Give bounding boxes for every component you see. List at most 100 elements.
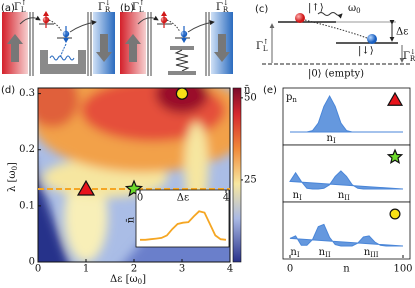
detuning-label: Δε: [396, 27, 408, 38]
subplot-frame: [282, 87, 411, 146]
gamma-r-label-base: Γ: [98, 2, 105, 13]
inset-x-tick-label: 0: [137, 193, 143, 204]
gamma-l-label-sup: ↑: [263, 38, 269, 46]
subplot-frame: [282, 201, 411, 260]
y-tick-label: 0: [29, 257, 35, 268]
x-tick-label: 4: [227, 264, 233, 275]
transition: [304, 19, 368, 39]
x-tick-label: 0: [287, 264, 293, 275]
up-ball: [295, 13, 305, 23]
panel-label: (c): [255, 4, 268, 15]
peak-label: nI: [293, 190, 302, 203]
x-tick-label: 100: [393, 264, 412, 275]
leads-schematic: [120, 11, 233, 76]
peak-label-base: n: [319, 247, 326, 258]
peak-label-sub: II: [325, 251, 331, 259]
y-axis-label-sub: n: [292, 96, 297, 104]
inset-y-label: n̄: [126, 216, 137, 223]
panel-a: [2, 11, 115, 76]
colorbar-tick-label: 50: [244, 92, 257, 103]
y-axis-label-end: ]: [7, 162, 18, 166]
distribution: [289, 170, 404, 190]
gamma-r-label: Γ↓ R: [403, 48, 415, 63]
y-tick-label: 0.3: [19, 88, 35, 99]
piston: [170, 46, 194, 50]
gamma-l-label-base: Γ: [256, 41, 263, 52]
x-tick-label: 2: [131, 264, 137, 275]
peak-label: nIII: [364, 247, 379, 260]
panel-label: (a): [1, 3, 15, 14]
colorbar-label: n̄: [244, 85, 251, 96]
gamma-l-label-sub: L: [21, 6, 26, 14]
gamma-l-label: Γ↑ L: [14, 0, 27, 14]
x-axis-label-base: Δε [ω: [110, 274, 138, 285]
empty-label: |0⟩ (empty): [308, 69, 364, 80]
panel-label: (d): [1, 85, 15, 96]
heat-region: [155, 88, 209, 114]
peak-label-sub: III: [370, 251, 379, 259]
peak-label-base: n: [327, 133, 334, 144]
cavity: [40, 50, 86, 74]
marker-triangle: [386, 91, 404, 106]
peak-label-sub: I: [333, 137, 336, 145]
spring: [174, 49, 190, 72]
marker-circle: [175, 87, 189, 100]
peak-label-base: n: [338, 190, 345, 201]
peak-label: nI: [327, 133, 336, 146]
gamma-l-label-sub: L: [139, 6, 144, 14]
inset-frame: [135, 189, 230, 248]
gamma-r-label-sup: ↓: [105, 0, 111, 7]
gamma-r-label: Γ↓ R: [216, 0, 229, 14]
omega-label-sub: 0: [356, 7, 360, 15]
panel-label: (e): [263, 85, 277, 96]
heat-region: [38, 88, 79, 128]
y-tick-label: 0.2: [19, 144, 35, 155]
marker-star: [386, 148, 404, 164]
gamma-l-label-base: Γ: [132, 2, 139, 13]
x-tick-label: 3: [179, 264, 185, 275]
inset-line: [140, 210, 227, 241]
distribution: [289, 223, 404, 247]
x-tick-label: 1: [83, 264, 89, 275]
gamma-r-label-sub: R: [410, 55, 415, 63]
photon-wave: [49, 55, 75, 61]
y-axis-label-sub: 0: [11, 166, 19, 170]
gamma-l-label: Γ↑ L: [256, 38, 269, 53]
panel-b: [120, 11, 233, 76]
x-tick-label: 0: [35, 264, 41, 275]
peak-label: nI: [290, 247, 299, 260]
gamma-l-label-sub: L: [263, 45, 268, 53]
x-axis-label: n: [343, 264, 350, 275]
omega-label-base: ω: [348, 3, 356, 14]
y-tick-label: 0.1: [19, 200, 35, 211]
peak-label: nII: [338, 190, 350, 203]
distribution: [290, 94, 403, 133]
panel-label: (b): [120, 3, 134, 14]
peak-label-base: n: [364, 247, 371, 258]
x-axis-label-sub: 0: [138, 278, 142, 286]
y-axis-label: λ [ω0]: [7, 162, 20, 192]
inset-x-label: Δε: [177, 193, 189, 204]
down-state: |↓⟩: [358, 46, 374, 57]
gamma-l-label-base: Γ: [14, 2, 21, 13]
peak-label-base: n: [293, 190, 300, 201]
omega-label: ω0: [348, 3, 361, 16]
y-axis-label-base: λ [ω: [7, 170, 18, 192]
gamma-r-label: Γ↓ R: [98, 0, 111, 14]
colorbar-tick-label: 25: [244, 174, 257, 185]
inset-x-tick-label: 4: [223, 193, 229, 204]
gamma-l-label-sup: ↑: [21, 0, 27, 7]
peak-label-sub: I: [297, 251, 300, 259]
coupling: [59, 43, 67, 59]
y-axis-label: pn: [286, 92, 297, 105]
spring-base: [168, 71, 196, 75]
heatmap: [38, 88, 230, 262]
peak-label-base: n: [290, 247, 297, 258]
peak-label: nII: [319, 247, 331, 260]
up-state: |↑⟩: [308, 3, 324, 14]
peak-label-sub: I: [299, 194, 302, 202]
y-axis-label-base: p: [286, 92, 292, 103]
x-axis-label-end: ]: [142, 274, 146, 285]
